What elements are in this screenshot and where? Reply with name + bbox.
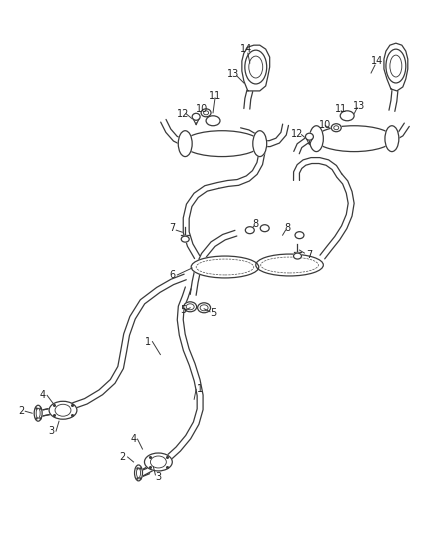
Text: 6: 6 xyxy=(169,270,175,280)
Ellipse shape xyxy=(309,126,323,151)
Text: 11: 11 xyxy=(335,104,347,114)
Ellipse shape xyxy=(145,453,172,471)
Ellipse shape xyxy=(340,111,354,121)
Ellipse shape xyxy=(315,126,393,151)
Ellipse shape xyxy=(260,225,269,232)
Text: 12: 12 xyxy=(177,109,189,119)
Text: 8: 8 xyxy=(253,219,259,229)
Text: 14: 14 xyxy=(371,56,383,66)
Text: 1: 1 xyxy=(197,384,203,394)
Text: 2: 2 xyxy=(18,406,25,416)
Ellipse shape xyxy=(181,236,189,242)
Text: 7: 7 xyxy=(306,250,313,260)
Text: 5: 5 xyxy=(180,305,186,315)
Ellipse shape xyxy=(184,302,197,312)
Ellipse shape xyxy=(245,227,254,233)
Ellipse shape xyxy=(201,109,211,117)
Text: 2: 2 xyxy=(120,452,126,462)
Ellipse shape xyxy=(183,131,261,157)
Ellipse shape xyxy=(385,126,399,151)
Text: 3: 3 xyxy=(155,472,162,482)
Ellipse shape xyxy=(192,114,200,120)
Ellipse shape xyxy=(198,303,211,313)
Text: 8: 8 xyxy=(285,223,291,233)
Text: 13: 13 xyxy=(227,69,239,79)
Ellipse shape xyxy=(178,131,192,157)
Ellipse shape xyxy=(245,50,267,84)
Ellipse shape xyxy=(386,49,406,83)
Text: 13: 13 xyxy=(353,101,365,111)
Ellipse shape xyxy=(305,133,314,140)
Text: 10: 10 xyxy=(196,104,208,114)
Text: 5: 5 xyxy=(210,308,216,318)
Ellipse shape xyxy=(34,405,42,421)
Text: 4: 4 xyxy=(131,434,137,444)
Ellipse shape xyxy=(134,465,142,481)
Text: 3: 3 xyxy=(48,426,54,436)
Text: 1: 1 xyxy=(145,337,152,346)
Text: 4: 4 xyxy=(40,390,46,400)
Text: 14: 14 xyxy=(240,44,252,54)
Ellipse shape xyxy=(206,116,220,126)
Text: 7: 7 xyxy=(169,223,176,233)
Text: 10: 10 xyxy=(319,120,332,130)
Ellipse shape xyxy=(253,131,267,157)
Ellipse shape xyxy=(331,124,341,132)
Text: 12: 12 xyxy=(291,128,304,139)
Ellipse shape xyxy=(295,232,304,239)
Ellipse shape xyxy=(49,401,77,419)
Ellipse shape xyxy=(191,256,259,278)
Text: 11: 11 xyxy=(209,91,221,101)
Ellipse shape xyxy=(293,253,301,259)
Ellipse shape xyxy=(256,254,323,276)
